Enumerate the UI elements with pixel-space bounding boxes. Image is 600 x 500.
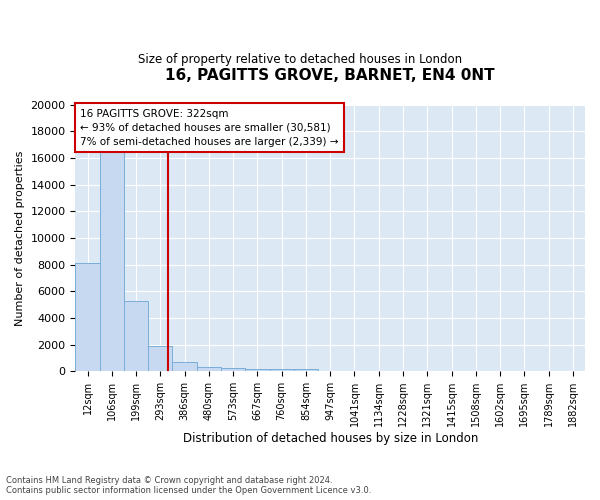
Bar: [197, 367, 221, 371]
Bar: [124, 300, 148, 371]
Bar: [100, 151, 124, 371]
X-axis label: Distribution of detached houses by size in London: Distribution of detached houses by size …: [182, 432, 478, 445]
Bar: [294, 370, 318, 371]
Bar: [245, 369, 269, 371]
Text: 16 PAGITTS GROVE: 322sqm
← 93% of detached houses are smaller (30,581)
7% of sem: 16 PAGITTS GROVE: 322sqm ← 93% of detach…: [80, 108, 339, 146]
Bar: [172, 362, 197, 371]
Bar: [76, 263, 100, 371]
Bar: [148, 346, 172, 371]
Text: Size of property relative to detached houses in London: Size of property relative to detached ho…: [138, 52, 462, 66]
Title: 16, PAGITTS GROVE, BARNET, EN4 0NT: 16, PAGITTS GROVE, BARNET, EN4 0NT: [166, 68, 495, 82]
Y-axis label: Number of detached properties: Number of detached properties: [15, 150, 25, 326]
Text: Contains HM Land Registry data © Crown copyright and database right 2024.
Contai: Contains HM Land Registry data © Crown c…: [6, 476, 371, 495]
Bar: [269, 369, 294, 371]
Bar: [221, 368, 245, 371]
